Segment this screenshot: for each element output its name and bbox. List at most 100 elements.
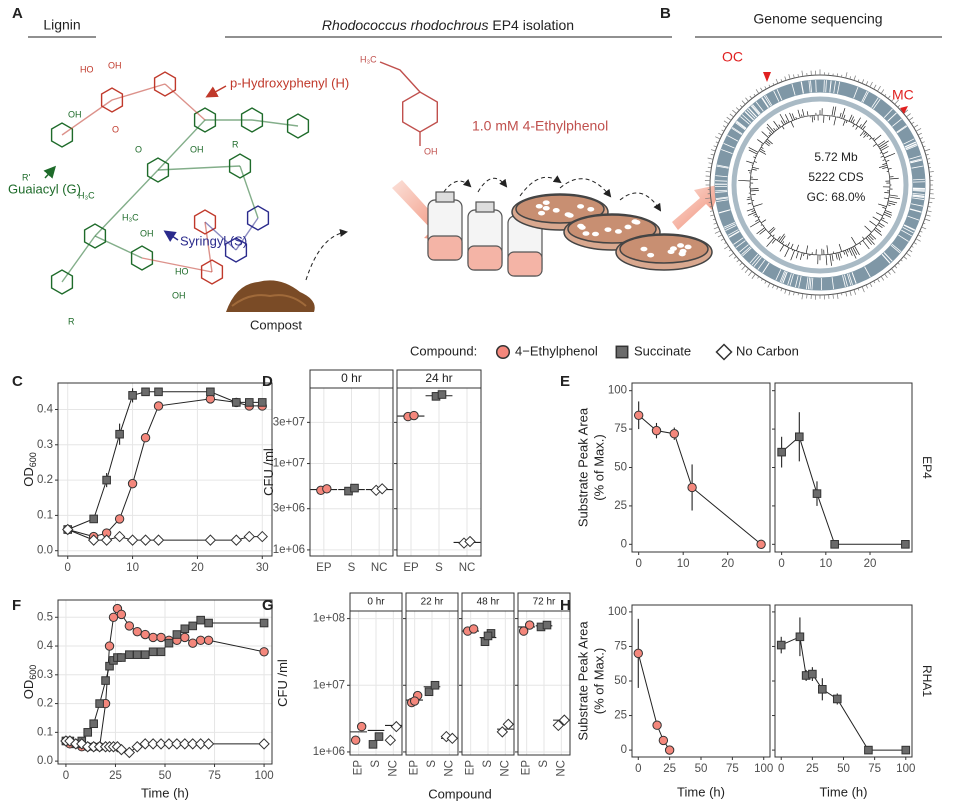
section-title: Lignin — [43, 17, 80, 33]
gc-skew — [755, 219, 760, 222]
x-axis-label: Time (h) — [677, 784, 725, 799]
panel-letter: G — [262, 597, 274, 614]
gc-skew — [880, 219, 889, 224]
cds-gap — [903, 224, 915, 231]
coord-tick — [764, 86, 767, 90]
coord-tick — [926, 210, 932, 213]
y-axis-label-sub: 600 — [28, 452, 38, 467]
ring — [50, 122, 74, 148]
gc-skew — [869, 233, 877, 240]
y-tick-label: 0.0 — [37, 755, 53, 767]
ring — [200, 259, 224, 285]
gc-skew — [759, 148, 766, 153]
x-tick-label: 25 — [663, 763, 676, 775]
cds-gap — [761, 97, 770, 108]
y-tick-label: 0.5 — [37, 611, 53, 623]
gc-skew — [879, 164, 888, 168]
facet-title: 24 hr — [425, 371, 452, 385]
cds-gap — [715, 175, 728, 178]
gc-skew — [747, 202, 753, 205]
colony — [614, 229, 622, 234]
cds-gap — [716, 165, 729, 169]
y-axis-label: OD600 — [21, 452, 38, 487]
panel-border — [461, 610, 515, 756]
coord-tick — [705, 171, 711, 173]
ring — [50, 269, 74, 295]
gc-skew — [789, 112, 794, 121]
gc-skew — [805, 245, 809, 254]
coord-tick — [784, 76, 787, 81]
point — [101, 676, 110, 685]
cds-gap — [903, 224, 916, 231]
point — [147, 738, 159, 750]
point — [171, 738, 183, 750]
gc-skew — [887, 202, 896, 206]
cds-gap — [848, 273, 853, 285]
coord-tick — [865, 284, 868, 289]
arrow — [205, 85, 227, 98]
cds-gap — [807, 277, 811, 290]
point — [409, 696, 420, 706]
coord-tick — [924, 148, 931, 152]
y-tick-label: 75 — [614, 423, 627, 435]
coord-tick — [741, 100, 746, 105]
gc-skew — [828, 115, 831, 121]
coord-tick — [925, 214, 931, 217]
bond — [204, 221, 237, 251]
coord-tick — [903, 256, 908, 260]
point — [156, 647, 166, 657]
point — [202, 738, 215, 750]
cds-gap — [791, 83, 796, 96]
cds-gap — [735, 121, 746, 130]
gc-skew — [748, 149, 758, 155]
cds-gap — [794, 275, 799, 288]
x-tick-label: 50 — [695, 763, 708, 775]
point — [203, 635, 214, 645]
cds-gap — [749, 253, 759, 264]
bond — [204, 221, 213, 273]
gc-skew — [761, 131, 769, 138]
x-tick-label: NC — [499, 760, 511, 777]
gc-skew — [835, 253, 838, 260]
point — [756, 539, 766, 550]
genome-mark: OC — [722, 49, 743, 65]
panel-letter: A — [12, 5, 23, 22]
gc-skew — [791, 113, 795, 120]
legend-item: 4−Ethylphenol — [495, 343, 598, 360]
coord-tick — [710, 153, 715, 156]
chem-label: R — [232, 139, 239, 149]
cds-gap — [721, 149, 733, 154]
gc-skew — [776, 236, 781, 241]
gc-skew — [790, 250, 795, 261]
gc-skew — [872, 143, 877, 147]
gc-skew — [750, 178, 759, 181]
cds-gap — [765, 94, 773, 106]
panel-letter: C — [12, 373, 23, 390]
plot-area — [58, 383, 272, 556]
cds-gap — [903, 138, 915, 145]
gc-skew — [801, 114, 803, 118]
gc-skew — [878, 140, 889, 148]
facet-title: 22 hr — [421, 597, 444, 608]
bond — [111, 83, 166, 101]
x-tick-label: 75 — [868, 763, 881, 775]
legend-swatch — [495, 344, 511, 360]
gc-skew — [781, 125, 785, 130]
gc-skew — [862, 240, 870, 250]
gc-skew — [879, 144, 888, 150]
point — [368, 740, 378, 749]
gc-skew — [764, 141, 770, 147]
cds-gap — [810, 80, 812, 93]
gc-skew — [877, 140, 886, 146]
substrate-label: 1.0 mM 4-Ethylphenol — [472, 118, 608, 134]
point — [795, 432, 804, 442]
bond — [164, 83, 206, 121]
cds-gap — [912, 195, 925, 199]
cds-gap — [905, 143, 917, 150]
point — [658, 735, 669, 746]
cds-gap — [724, 223, 736, 230]
point — [115, 429, 124, 439]
cds-gap — [735, 122, 746, 131]
gc-skew — [760, 146, 764, 149]
cds-gap — [911, 203, 923, 207]
